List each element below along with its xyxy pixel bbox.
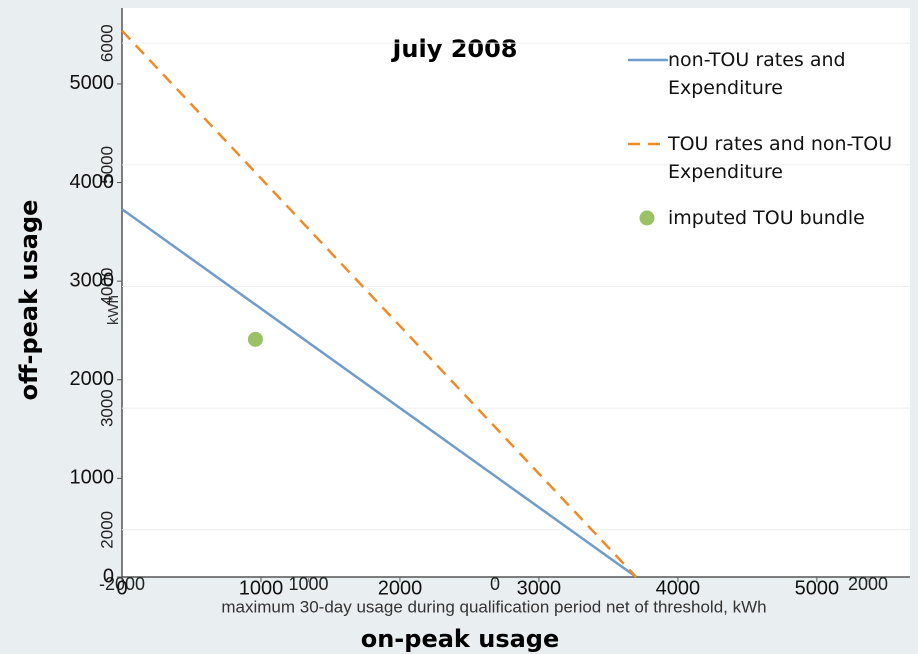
overlay-x-label: maximum 30-day usage during qualificatio… bbox=[221, 597, 766, 616]
y-tick-label: 2000 bbox=[70, 368, 115, 390]
overlay-y-tick-label: 3000 bbox=[97, 389, 116, 427]
overlay-y-tick-label: 2000 bbox=[97, 511, 116, 549]
x-tick-label: 3000 bbox=[517, 577, 562, 599]
overlay-x-tick-label: 2000 bbox=[848, 574, 888, 594]
x-tick-label: 4000 bbox=[656, 577, 701, 599]
legend-label: non-TOU rates and Expenditure bbox=[668, 49, 846, 99]
x-tick-label: 1000 bbox=[239, 577, 284, 599]
x-axis-label: on-peak usage bbox=[361, 625, 560, 653]
y-axis-label: off-peak usage bbox=[15, 200, 43, 401]
x-tick-label: 5000 bbox=[795, 577, 840, 599]
y-tick-label: 1000 bbox=[70, 467, 115, 489]
y-tick-label: 5000 bbox=[70, 72, 115, 94]
y-tick-label: 4000 bbox=[70, 171, 115, 193]
overlay-x-tick-label: -2000 bbox=[99, 574, 145, 594]
legend-label: TOU rates and non-TOU Expenditure bbox=[668, 133, 893, 183]
chart-title: July 2008 bbox=[390, 35, 517, 63]
series-line bbox=[121, 29, 638, 578]
x-tick-label: 0 bbox=[116, 577, 127, 599]
overlay-y-tick-label: 6000 bbox=[97, 24, 116, 62]
overlay-y-label: kWh bbox=[105, 295, 122, 325]
overlay-x-tick-label: 1000 bbox=[288, 574, 328, 594]
legend-label: imputed TOU bundle bbox=[668, 207, 865, 229]
y-tick-label: 3000 bbox=[70, 269, 115, 291]
plot-area bbox=[122, 8, 910, 577]
overlay-y-tick-label: 5000 bbox=[97, 146, 116, 184]
legend-symbol bbox=[639, 210, 655, 226]
series-line bbox=[121, 208, 637, 579]
scatter-point bbox=[247, 331, 263, 347]
overlay-y-tick-label: 4000 bbox=[97, 268, 116, 306]
y-tick-label: 0 bbox=[103, 565, 114, 587]
overlay-x-tick-label: 0 bbox=[490, 574, 500, 594]
x-tick-label: 2000 bbox=[378, 577, 423, 599]
